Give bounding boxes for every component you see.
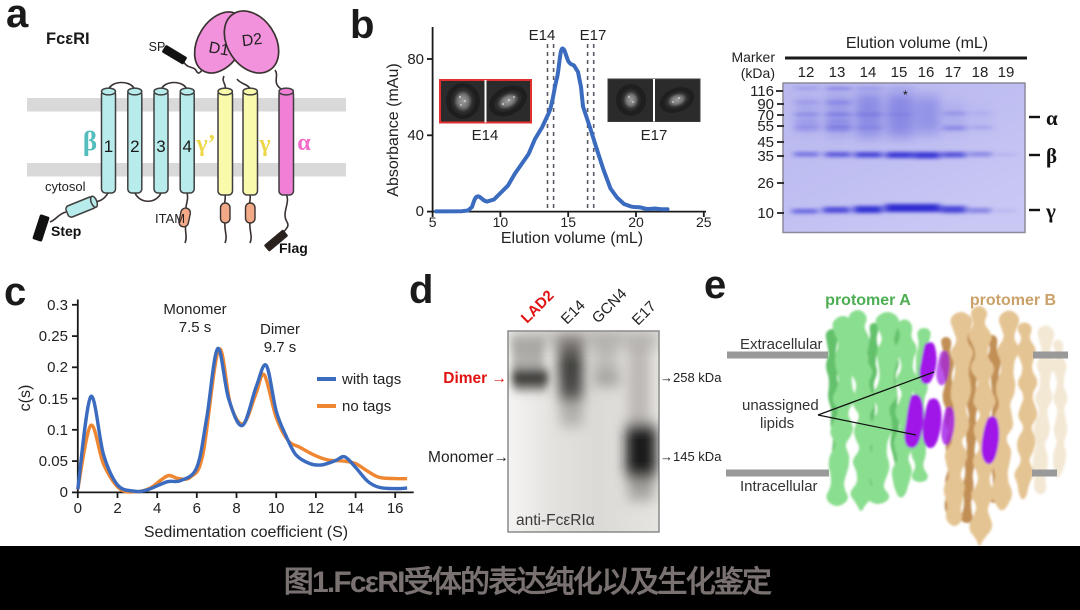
svg-text:Extracellular: Extracellular	[740, 336, 823, 353]
svg-text:e: e	[704, 272, 726, 307]
svg-text:Monomer: Monomer	[163, 301, 226, 318]
svg-text:0.1: 0.1	[47, 422, 68, 439]
svg-text:α: α	[297, 130, 311, 156]
svg-text:10: 10	[268, 500, 285, 517]
svg-text:45: 45	[757, 134, 774, 151]
svg-text:10: 10	[757, 205, 774, 222]
svg-text:Step: Step	[51, 223, 81, 239]
svg-text:10: 10	[493, 214, 509, 230]
svg-text:a: a	[6, 0, 29, 36]
svg-text:16: 16	[387, 500, 404, 517]
svg-text:3: 3	[156, 137, 165, 156]
svg-text:90: 90	[757, 96, 774, 113]
svg-text:E14: E14	[558, 297, 589, 328]
svg-text:β: β	[83, 126, 97, 156]
svg-text:1: 1	[104, 137, 113, 156]
svg-text:Dimer: Dimer	[260, 321, 300, 338]
svg-text:Sedimentation coefficient (S): Sedimentation coefficient (S)	[144, 524, 348, 541]
svg-text:2: 2	[113, 500, 121, 517]
svg-text:14: 14	[347, 500, 364, 517]
svg-text:→258 kDa: →258 kDa	[660, 370, 722, 385]
svg-text:GCN4: GCN4	[589, 285, 630, 326]
svg-text:Marker: Marker	[731, 49, 775, 65]
svg-text:Flag: Flag	[279, 240, 308, 256]
svg-text:Intracellular: Intracellular	[740, 478, 818, 495]
svg-text:LAD2: LAD2	[518, 287, 558, 327]
svg-text:0.2: 0.2	[47, 359, 68, 376]
svg-text:c: c	[4, 272, 26, 314]
svg-text:E14: E14	[529, 27, 556, 44]
svg-text:20: 20	[628, 214, 644, 230]
svg-text:0: 0	[416, 203, 424, 220]
svg-text:*: *	[903, 88, 908, 102]
svg-text:→145 kDa: →145 kDa	[660, 449, 722, 464]
svg-text:no tags: no tags	[342, 398, 391, 415]
svg-text:8: 8	[232, 500, 240, 517]
svg-text:Elution volume (mL): Elution volume (mL)	[846, 35, 988, 52]
svg-text:FcεRI: FcεRI	[46, 30, 90, 48]
svg-text:19: 19	[998, 64, 1015, 81]
svg-text:unassigned: unassigned	[742, 397, 819, 414]
svg-text:anti-FcεRIα: anti-FcεRIα	[516, 512, 595, 529]
svg-text:0.25: 0.25	[39, 328, 68, 345]
svg-text:40: 40	[407, 127, 424, 144]
svg-text:13: 13	[829, 64, 846, 81]
svg-text:116: 116	[750, 83, 774, 100]
svg-text:7.5 s: 7.5 s	[179, 319, 212, 336]
svg-text:c(s): c(s)	[17, 385, 34, 412]
svg-text:E17: E17	[580, 27, 607, 44]
svg-text:80: 80	[407, 51, 424, 68]
svg-text:12: 12	[798, 64, 815, 81]
svg-text:35: 35	[757, 148, 774, 165]
svg-text:with tags: with tags	[341, 371, 401, 388]
svg-text:SP: SP	[149, 40, 166, 54]
svg-text:25: 25	[696, 214, 712, 230]
svg-text:0: 0	[60, 484, 68, 501]
svg-text:12: 12	[308, 500, 325, 517]
svg-text:E17: E17	[629, 298, 660, 329]
svg-text:70: 70	[757, 107, 774, 124]
svg-text:4: 4	[182, 137, 191, 156]
svg-text:β: β	[1046, 144, 1057, 168]
svg-text:protomer B: protomer B	[970, 292, 1056, 309]
svg-text:(kDa): (kDa)	[741, 65, 775, 81]
svg-text:17: 17	[945, 64, 962, 81]
svg-text:D1: D1	[207, 39, 230, 59]
svg-text:4: 4	[153, 500, 161, 517]
svg-text:b: b	[350, 3, 374, 47]
svg-text:γ’: γ’	[195, 131, 215, 157]
svg-text:15: 15	[891, 64, 908, 81]
svg-text:0.3: 0.3	[47, 297, 68, 314]
svg-text:0: 0	[74, 500, 82, 517]
svg-text:ITAM: ITAM	[155, 211, 185, 226]
svg-text:lipids: lipids	[760, 415, 794, 432]
svg-text:2: 2	[130, 137, 139, 156]
svg-text:α: α	[1046, 106, 1058, 130]
svg-text:γ: γ	[1045, 199, 1056, 223]
svg-text:5: 5	[429, 214, 437, 230]
svg-text:0.15: 0.15	[39, 391, 68, 408]
svg-text:18: 18	[972, 64, 989, 81]
svg-text:15: 15	[560, 214, 576, 230]
svg-text:D2: D2	[241, 31, 263, 50]
svg-text:Dimer →: Dimer →	[443, 370, 507, 387]
svg-text:E14: E14	[472, 127, 499, 144]
svg-text:6: 6	[193, 500, 201, 517]
svg-text:14: 14	[860, 64, 877, 81]
svg-text:protomer A: protomer A	[825, 292, 911, 309]
svg-text:γ: γ	[258, 131, 270, 157]
svg-text:Absorbance (mAu): Absorbance (mAu)	[385, 63, 402, 196]
svg-text:0.05: 0.05	[39, 453, 68, 470]
svg-text:55: 55	[757, 118, 774, 135]
svg-text:16: 16	[918, 64, 935, 81]
svg-text:26: 26	[757, 175, 774, 192]
svg-text:E17: E17	[641, 127, 668, 144]
svg-text:9.7 s: 9.7 s	[264, 339, 297, 356]
svg-text:d: d	[409, 272, 433, 312]
svg-text:Elution volume (mL): Elution volume (mL)	[501, 230, 643, 247]
svg-text:Monomer→: Monomer→	[428, 449, 509, 466]
svg-text:cytosol: cytosol	[45, 179, 86, 194]
